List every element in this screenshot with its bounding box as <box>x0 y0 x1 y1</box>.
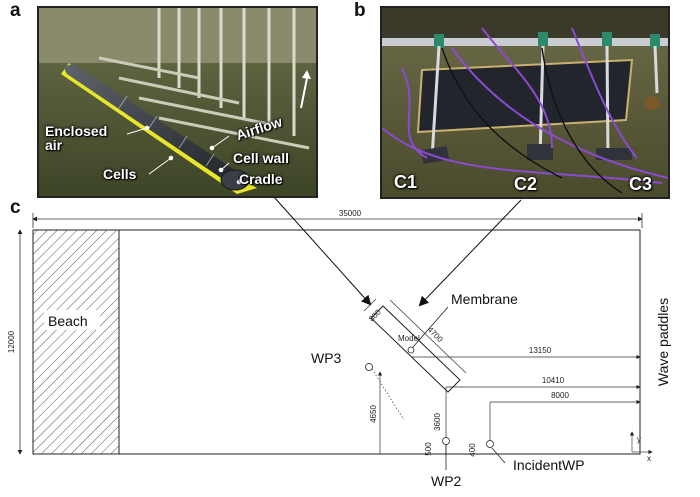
axis-y-label: y <box>637 435 641 444</box>
axis-x-label: x <box>647 454 651 463</box>
c2-label: C2 <box>514 174 538 194</box>
overall-length-label: 35000 <box>339 209 362 218</box>
panel-a-letter: a <box>10 0 21 21</box>
dim-4650: 4650 <box>369 405 378 423</box>
incident-wp-marker <box>486 440 494 448</box>
dim-8000: 8000 <box>551 391 569 400</box>
photo-b: C1 C2 C3 <box>380 6 670 199</box>
c1-label: C1 <box>394 172 418 192</box>
c3-label: C3 <box>629 174 653 194</box>
tank-width-label: 12000 <box>7 330 16 353</box>
model-label: Model <box>398 334 420 343</box>
photo-b-arrow <box>418 199 522 307</box>
wp3-marker <box>365 363 373 371</box>
cells-label: Cells <box>103 166 137 182</box>
beach-label: Beach <box>48 313 88 329</box>
dim-400: 400 <box>468 443 477 457</box>
panel-b-letter: b <box>354 0 366 21</box>
dim-3600: 3600 <box>433 413 442 431</box>
wp3-label: WP3 <box>311 350 342 366</box>
membrane-label: Membrane <box>451 291 518 307</box>
photo-b-image <box>382 8 668 197</box>
cell-wall-label: Cell wall <box>233 150 290 166</box>
panel-c-letter: c <box>10 197 21 218</box>
photo-a-image <box>39 8 316 196</box>
membrane-model: Model <box>370 305 461 393</box>
tank-outline <box>32 229 641 455</box>
incident-wp-label: IncidentWP <box>513 457 585 473</box>
cradle-label: Cradle <box>239 171 283 187</box>
dim-500: 500 <box>424 442 433 456</box>
dim-13150: 13150 <box>529 346 552 355</box>
photo-a: Enclosed air Airflow Cell wall Cells Cra… <box>37 6 318 198</box>
photo-a-arrow <box>273 196 372 306</box>
enclosed-air-label: Enclosed air <box>45 123 108 153</box>
wp2-label: WP2 <box>431 473 462 489</box>
dim-10410: 10410 <box>542 376 565 385</box>
wave-paddles-label: Wave paddles <box>655 298 671 386</box>
wp2-marker <box>442 437 450 445</box>
beach-area <box>32 229 120 455</box>
dim-4700: 4700 <box>426 325 445 344</box>
